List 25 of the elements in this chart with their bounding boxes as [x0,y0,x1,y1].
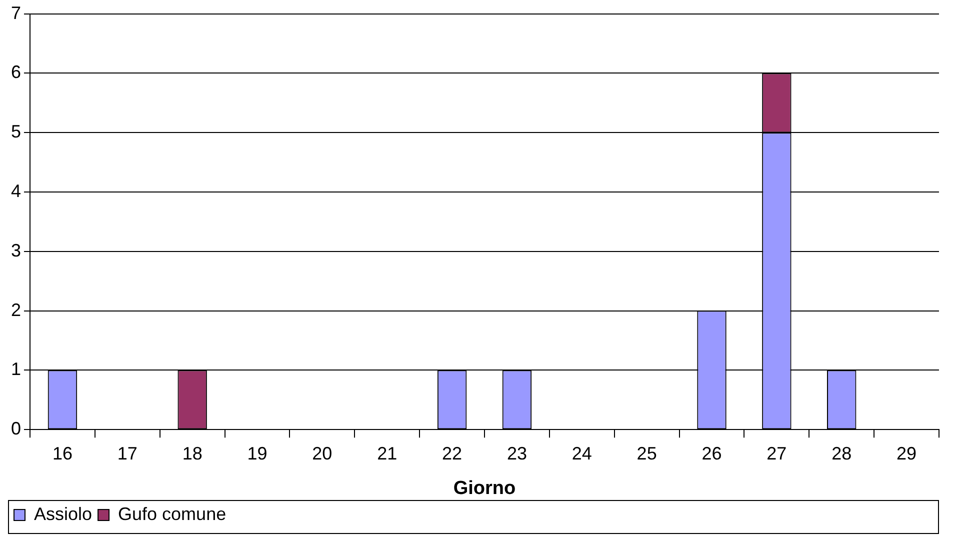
x-tick-label: 19 [247,443,268,464]
x-tick-label: 21 [377,443,398,464]
legend-label: Gufo comune [118,504,226,524]
y-tick-label: 2 [10,300,22,320]
y-tick-label: 3 [10,240,22,260]
x-tick-label: 18 [182,443,202,464]
x-tick-label: 16 [52,443,72,464]
y-tick-label: 1 [10,359,22,380]
legend-label: Assiolo [34,504,92,524]
x-tick-label: 20 [312,443,332,464]
y-tick-label: 7 [10,2,22,23]
y-tick-label: 6 [10,62,22,82]
y-tick-label: 0 [10,418,22,439]
x-tick-label: 24 [572,443,592,464]
x-axis-title: Giorno [453,478,516,499]
y-tick-label: 5 [10,122,22,142]
x-tick-label: 17 [117,443,138,464]
x-tick-label: 23 [506,443,527,464]
y-tick-label: 4 [10,180,22,201]
x-tick-label: 27 [766,443,787,464]
x-tick-label: 25 [636,443,657,464]
x-tick-label: 28 [832,443,852,464]
x-tick-label: 26 [702,443,722,464]
x-tick-label: 22 [442,443,462,464]
x-tick-label: 29 [896,443,917,464]
